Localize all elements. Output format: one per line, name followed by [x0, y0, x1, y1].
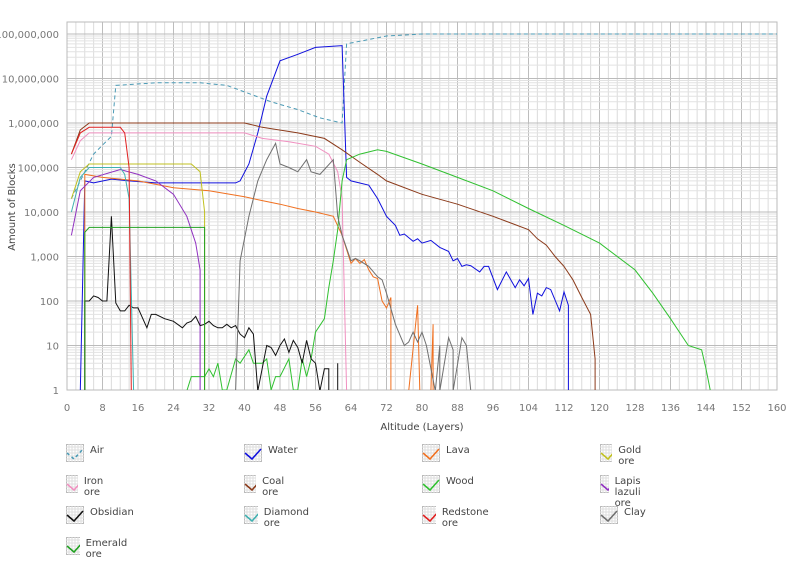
- x-tick-label: 64: [345, 403, 358, 414]
- legend-swatch-icon: [244, 475, 257, 493]
- series-line-lava: [84, 173, 434, 390]
- x-tick-label: 8: [99, 403, 105, 414]
- legend-label: Lava: [446, 445, 470, 456]
- legend-label: Diamond ore: [263, 507, 309, 529]
- y-axis-ticks: 1 10 100 1,000 10,000 100,000 1,000,000 10,000,…: [0, 30, 59, 397]
- y-tick-label: 100,000: [18, 164, 59, 175]
- series-line-lapis-lazuli-ore: [70, 168, 201, 390]
- legend-label: Water: [268, 445, 298, 456]
- y-axis-label: Amount of Blocks: [7, 163, 18, 251]
- x-tick-label: 104: [519, 403, 538, 414]
- legend-label: Emerald ore: [85, 538, 128, 560]
- legend-swatch-icon: [244, 444, 262, 462]
- y-tick-label: 1,000: [30, 253, 59, 264]
- legend-label: Wood: [446, 476, 474, 487]
- y-tick-label: 1: [53, 386, 59, 397]
- x-tick-label: 16: [132, 403, 145, 414]
- legend-item[interactable]: Iron ore: [66, 475, 109, 498]
- grid: [66, 21, 778, 391]
- legend-swatch-icon: [66, 475, 78, 493]
- series-line-water: [79, 45, 569, 390]
- legend-label: Obsidian: [90, 507, 134, 518]
- series-line-gold-ore: [70, 163, 206, 390]
- y-tick-label: 100: [40, 297, 59, 308]
- legend-item[interactable]: Lapis lazuli ore: [600, 475, 650, 509]
- x-tick-label: 24: [167, 403, 180, 414]
- legend-swatch-icon: [66, 506, 84, 524]
- legend-item[interactable]: Clay: [600, 506, 646, 524]
- legend-swatch-icon: [422, 506, 436, 524]
- series-line-emerald-ore: [84, 226, 206, 390]
- legend-item[interactable]: Lava: [422, 444, 470, 462]
- series-line-obsidian: [84, 216, 339, 390]
- x-tick-label: 56: [309, 403, 322, 414]
- legend-swatch-icon: [66, 444, 84, 462]
- x-tick-label: 80: [416, 403, 429, 414]
- legend-swatch-icon: [422, 444, 440, 462]
- x-tick-label: 120: [590, 403, 609, 414]
- series-line-wood: [186, 149, 711, 390]
- legend-item[interactable]: Wood: [422, 475, 474, 493]
- legend-swatch-icon: [600, 444, 613, 462]
- legend-label: Lapis lazuli ore: [614, 476, 641, 509]
- x-axis-label: Altitude (Layers): [380, 422, 463, 433]
- series-line-clay: [235, 141, 472, 390]
- series-line-coal-ore: [70, 122, 596, 390]
- x-axis-ticks: 0 8 16 24 32 40 48 56 64 72 80 88 96 104 112 120 128 136 1…: [64, 403, 787, 414]
- y-tick-label: 10,000: [24, 208, 59, 219]
- legend-label: Gold ore: [618, 445, 642, 467]
- legend-swatch-icon: [600, 506, 618, 524]
- legend-label: Iron ore: [83, 476, 104, 498]
- legend-label: Clay: [624, 507, 646, 518]
- x-tick-label: 112: [554, 403, 573, 414]
- y-tick-label: 10: [46, 342, 59, 353]
- legend-item[interactable]: Coal ore: [244, 475, 290, 498]
- legend-item[interactable]: Redstone ore: [422, 506, 493, 529]
- x-tick-label: 48: [274, 403, 287, 414]
- series-line-iron-ore: [70, 132, 348, 390]
- legend-swatch-icon: [600, 475, 609, 493]
- legend-swatch-icon: [244, 506, 258, 524]
- x-tick-label: 40: [238, 403, 251, 414]
- x-tick-label: 72: [380, 403, 393, 414]
- line-chart: 1 10 100 1,000 10,000 100,000 1,000,000 10,000,…: [0, 21, 787, 433]
- legend-item[interactable]: Water: [244, 444, 298, 462]
- x-tick-label: 96: [487, 403, 500, 414]
- legend-item[interactable]: Diamond ore: [244, 506, 313, 529]
- series-line-air: [70, 33, 777, 199]
- y-tick-label: 100,000,000: [0, 30, 59, 41]
- x-tick-label: 160: [767, 403, 786, 414]
- x-tick-label: 0: [64, 403, 70, 414]
- legend-item[interactable]: Gold ore: [600, 444, 647, 467]
- legend-item[interactable]: Obsidian: [66, 506, 134, 524]
- x-tick-label: 136: [661, 403, 680, 414]
- legend-label: Coal ore: [262, 476, 285, 498]
- x-tick-label: 152: [732, 403, 751, 414]
- legend-swatch-icon: [66, 537, 80, 555]
- plot-border: [66, 21, 778, 391]
- legend-label: Air: [90, 445, 104, 456]
- x-tick-label: 144: [696, 403, 715, 414]
- legend-label: Redstone ore: [441, 507, 489, 529]
- legend-swatch-icon: [422, 475, 440, 493]
- series-lines: [70, 33, 777, 390]
- x-tick-label: 32: [203, 403, 216, 414]
- y-tick-label: 1,000,000: [8, 119, 59, 130]
- y-tick-label: 10,000,000: [2, 75, 59, 86]
- x-tick-label: 128: [625, 403, 644, 414]
- legend-item[interactable]: Emerald ore: [66, 537, 132, 560]
- legend-item[interactable]: Air: [66, 444, 104, 462]
- x-tick-label: 88: [451, 403, 464, 414]
- series-line-redstone-ore: [70, 126, 132, 390]
